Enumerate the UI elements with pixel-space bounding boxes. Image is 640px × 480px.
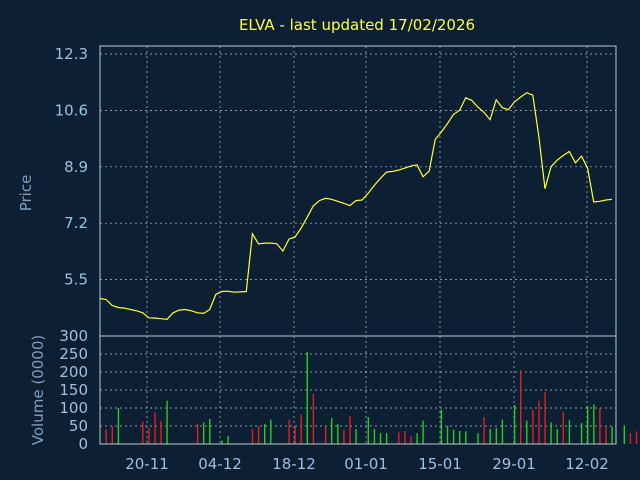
volume-bar <box>324 426 327 444</box>
volume-bar <box>446 426 449 444</box>
price-gridlines <box>100 46 616 336</box>
volume-bar <box>251 428 254 444</box>
volume-bar <box>166 400 168 444</box>
volume-bar <box>257 426 260 444</box>
volume-bar <box>513 405 516 444</box>
x-tick-label: 04-12 <box>198 455 242 473</box>
volume-bar <box>306 352 308 444</box>
x-tick-label: 01-01 <box>344 455 388 473</box>
x-tick-label: 29-01 <box>492 455 536 473</box>
volume-axis-label: Volume (0000) <box>29 335 47 445</box>
volume-bar <box>373 428 376 444</box>
volume-bar <box>343 429 345 444</box>
volume-bar <box>477 433 479 444</box>
volume-bar <box>544 391 546 444</box>
volume-bar <box>550 422 552 444</box>
volume-bar <box>459 431 461 444</box>
volume-bar <box>221 440 223 444</box>
volume-tick-label: 50 <box>69 417 88 435</box>
volume-bars <box>105 352 638 444</box>
volume-bar <box>331 418 333 444</box>
volume-tick-label: 200 <box>59 363 88 381</box>
x-tick-label: 15-01 <box>418 455 462 473</box>
volume-top-tick-label: 300 <box>59 327 88 345</box>
volume-bar <box>270 419 272 444</box>
price-tick-label: 7.2 <box>64 214 88 232</box>
volume-bar <box>605 426 607 444</box>
x-tick-labels: 20-11 04-12 18-12 01-01 15-01 29-01 12-02 <box>125 455 609 473</box>
volume-bar <box>629 433 632 444</box>
volume-bar <box>440 409 443 444</box>
volume-bar <box>587 406 589 444</box>
volume-bar <box>111 426 113 444</box>
price-line <box>99 92 613 321</box>
volume-bar <box>105 429 107 444</box>
volume-bar <box>160 421 162 444</box>
volume-bar <box>489 428 491 444</box>
volume-bar <box>337 424 339 444</box>
volume-bar <box>538 400 540 444</box>
volume-bar <box>349 415 351 444</box>
volume-tick-label: 100 <box>59 399 88 417</box>
volume-panel-frame <box>99 335 617 445</box>
volume-bar <box>568 420 571 444</box>
volume-bar <box>379 433 382 444</box>
volume-bar <box>532 409 534 444</box>
volume-tick-label: 250 <box>59 345 88 363</box>
price-tick-label: 8.9 <box>64 158 88 176</box>
volume-bar <box>483 417 485 444</box>
volume-bar <box>209 418 211 444</box>
volume-bar <box>294 426 296 444</box>
volume-bar <box>196 424 199 444</box>
volume-tick-label: 0 <box>78 435 88 453</box>
volume-bar <box>404 431 406 444</box>
volume-bar <box>501 419 504 444</box>
volume-bar <box>142 421 144 444</box>
x-tick-label: 12-02 <box>565 455 609 473</box>
volume-bar <box>593 404 595 444</box>
volume-bar <box>355 428 357 444</box>
volume-bar <box>599 408 601 444</box>
volume-bar <box>562 412 564 444</box>
volume-bar <box>154 412 156 444</box>
volume-bar <box>465 431 467 444</box>
price-tick-label: 5.5 <box>64 271 88 289</box>
price-tick-label: 12.3 <box>55 45 88 63</box>
volume-bar <box>300 414 302 444</box>
volume-bar <box>148 428 150 444</box>
volume-bar <box>495 427 497 444</box>
chart-title: ELVA - last updated 17/02/2026 <box>239 16 475 34</box>
volume-bar <box>227 436 229 444</box>
volume-bar <box>264 424 266 444</box>
volume-bar <box>312 393 315 444</box>
volume-bar <box>385 433 388 444</box>
volume-bar <box>580 423 583 444</box>
volume-bar <box>422 420 424 444</box>
price-tick-labels: 12.3 10.6 8.9 7.2 5.5 <box>55 45 88 289</box>
x-tick-label: 20-11 <box>125 455 169 473</box>
price-axis-label: Price <box>17 175 35 212</box>
volume-bar <box>410 436 412 444</box>
volume-bar <box>556 428 558 444</box>
volume-bar <box>452 429 455 444</box>
volume-bar <box>526 420 528 444</box>
volume-bar <box>611 426 613 444</box>
volume-bar <box>203 422 205 444</box>
volume-bar <box>520 370 522 444</box>
volume-bar <box>623 425 625 444</box>
volume-bar <box>416 433 418 444</box>
volume-tick-label: 150 <box>59 381 88 399</box>
volume-bar <box>117 408 120 444</box>
price-tick-label: 10.6 <box>55 101 88 119</box>
volume-bar <box>635 431 638 444</box>
volume-bar <box>367 417 369 444</box>
x-tick-label: 18-12 <box>272 455 316 473</box>
volume-bar <box>288 419 290 444</box>
volume-bar <box>398 432 400 444</box>
